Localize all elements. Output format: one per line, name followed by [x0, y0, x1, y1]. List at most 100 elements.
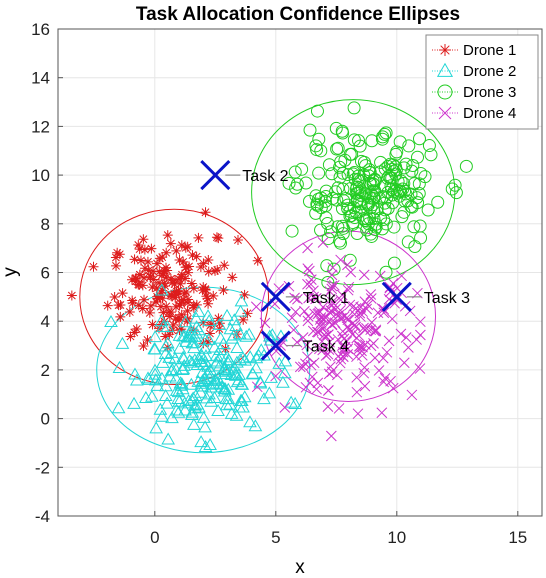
data-point: [186, 336, 201, 349]
data-point: [182, 241, 193, 252]
data-point: [374, 270, 386, 282]
data-point: [218, 285, 229, 296]
data-point: [167, 291, 178, 302]
data-point: [330, 142, 344, 156]
data-point: [413, 219, 427, 233]
data-point: [142, 256, 153, 267]
data-point: [334, 155, 348, 169]
data-point: [193, 385, 208, 398]
data-point: [176, 296, 187, 307]
data-point: [147, 319, 158, 330]
data-point: [301, 339, 313, 351]
data-point: [414, 316, 426, 328]
y-tick-label: 12: [31, 117, 50, 136]
legend-label: Drone 3: [463, 84, 516, 101]
data-point: [348, 210, 362, 224]
data-point: [329, 185, 343, 199]
data-point: [179, 288, 190, 299]
y-tick-label: 8: [41, 215, 50, 234]
data-point: [351, 372, 363, 383]
data-point: [317, 237, 329, 248]
data-point: [253, 376, 268, 389]
series-points: [250, 237, 426, 442]
data-point: [161, 262, 171, 273]
data-point: [278, 354, 293, 367]
data-point: [331, 220, 345, 234]
data-point: [223, 322, 238, 335]
data-point: [364, 177, 378, 191]
data-point: [331, 181, 345, 195]
data-point: [397, 177, 411, 191]
data-point: [363, 166, 377, 180]
data-point: [180, 242, 191, 253]
task-marker: [200, 160, 231, 191]
data-point: [186, 278, 197, 289]
data-point: [357, 341, 368, 353]
data-point: [171, 288, 182, 299]
data-point: [239, 289, 250, 300]
data-point: [302, 194, 316, 208]
data-point: [306, 371, 318, 383]
data-point: [88, 261, 99, 272]
data-point: [164, 311, 175, 322]
data-point: [400, 332, 412, 343]
data-point: [398, 357, 410, 369]
data-point: [358, 269, 370, 281]
data-point: [318, 329, 330, 341]
data-point: [188, 401, 203, 414]
data-point: [154, 292, 165, 303]
data-point: [367, 212, 381, 226]
data-point: [277, 336, 288, 347]
data-point: [262, 386, 277, 399]
data-point: [208, 290, 219, 301]
data-point: [415, 329, 426, 341]
data-point: [171, 286, 182, 297]
data-point: [343, 253, 357, 267]
data-point: [232, 367, 246, 380]
data-point: [191, 251, 202, 262]
x-axis-label: x: [295, 557, 305, 578]
data-point: [113, 300, 124, 311]
x-tick-label: 10: [387, 528, 406, 547]
series-points: [104, 283, 302, 452]
data-point: [326, 296, 338, 308]
data-point: [203, 369, 218, 382]
legend-marker: [436, 62, 454, 77]
data-point: [336, 221, 350, 235]
data-point: [104, 314, 118, 327]
y-tick-label: 2: [41, 361, 50, 380]
data-point: [288, 396, 302, 409]
data-point: [292, 293, 303, 305]
data-point: [290, 177, 304, 191]
data-point: [424, 148, 438, 162]
data-point: [134, 269, 145, 280]
data-point: [176, 240, 187, 251]
data-point: [111, 401, 126, 414]
data-point: [188, 302, 199, 313]
data-point: [333, 170, 347, 184]
data-point: [332, 350, 344, 362]
data-point: [369, 352, 381, 364]
data-point: [396, 270, 407, 282]
data-point: [318, 194, 332, 208]
data-point: [189, 311, 204, 324]
x-tick-label: 5: [271, 528, 280, 547]
data-point: [397, 161, 411, 175]
data-point: [282, 176, 296, 190]
data-point: [219, 260, 230, 271]
data-point: [346, 167, 360, 181]
data-point: [152, 258, 163, 269]
data-point: [370, 325, 382, 337]
data-point: [162, 350, 177, 363]
data-point: [154, 253, 165, 264]
data-point: [129, 327, 140, 338]
data-point: [359, 324, 371, 336]
data-point: [312, 192, 326, 206]
data-point: [174, 312, 185, 323]
data-point: [170, 275, 181, 286]
data-point: [377, 352, 389, 364]
data-point: [215, 380, 229, 393]
y-tick-label: -2: [35, 458, 50, 477]
data-point: [337, 194, 351, 208]
data-point: [353, 194, 367, 208]
